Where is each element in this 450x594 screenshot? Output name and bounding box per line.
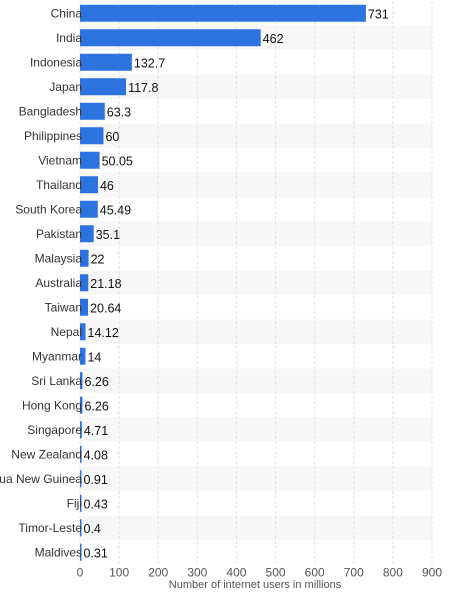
- bars: [80, 4, 366, 561]
- value-label: 45.49: [100, 203, 131, 217]
- category-label: Nepal: [51, 325, 82, 339]
- x-tick-label: 900: [422, 566, 442, 580]
- bar: [80, 274, 89, 292]
- category-label: Timor-Leste: [18, 521, 82, 535]
- category-label: Indonesia: [30, 55, 82, 69]
- bar: [80, 396, 83, 414]
- bar: [80, 225, 94, 243]
- value-label: 35.1: [96, 228, 120, 242]
- bar: [80, 29, 261, 47]
- row-stripe: [80, 270, 432, 295]
- bar: [80, 176, 98, 194]
- x-tick-label: 300: [187, 566, 207, 580]
- value-label: 4.08: [84, 448, 108, 462]
- value-label: 50.05: [102, 154, 133, 168]
- category-label: Bangladesh: [19, 104, 82, 118]
- x-tick-label: 100: [109, 566, 129, 580]
- bar: [80, 200, 98, 218]
- category-label: Thailand: [36, 178, 82, 192]
- bar: [80, 519, 82, 537]
- row-stripe: [80, 123, 432, 148]
- bar: [80, 543, 82, 561]
- category-label: Malaysia: [35, 251, 83, 265]
- x-tick-label: 400: [226, 566, 246, 580]
- row-stripe: [80, 515, 432, 540]
- value-label: 46: [100, 179, 114, 193]
- value-label: 6.26: [84, 375, 108, 389]
- category-label: Taiwan: [45, 300, 82, 314]
- x-tick-label: 0: [77, 566, 84, 580]
- x-tick-label: 200: [148, 566, 168, 580]
- category-label: Japan: [49, 80, 82, 94]
- value-label: 21.18: [90, 277, 121, 291]
- row-stripe: [80, 368, 432, 393]
- value-label: 14: [87, 350, 101, 364]
- row-stripe: [80, 417, 432, 442]
- bar: [80, 470, 82, 488]
- category-label: New Zealand: [11, 447, 82, 461]
- category-label: Hong Kong: [22, 398, 82, 412]
- row-stripe: [80, 466, 432, 491]
- bar: [80, 445, 82, 463]
- bar: [80, 78, 127, 96]
- bar: [80, 421, 82, 439]
- bar: [80, 323, 86, 341]
- category-label: Pakistan: [36, 227, 82, 241]
- value-label: 60: [105, 130, 119, 144]
- bar: [80, 249, 89, 267]
- bar: [80, 298, 89, 316]
- x-tick-label: 700: [344, 566, 364, 580]
- value-label: 4.71: [84, 424, 108, 438]
- x-tick-label: 600: [305, 566, 325, 580]
- value-label: 0.31: [84, 546, 108, 560]
- row-stripes: [80, 25, 432, 540]
- value-label: 22: [91, 252, 105, 266]
- category-label: Maldives: [35, 545, 82, 559]
- category-label: Philippines: [24, 129, 82, 143]
- x-axis-title: Number of internet users in millions: [169, 579, 342, 591]
- value-label: 14.12: [88, 326, 119, 340]
- category-label: Sri Lanka: [31, 374, 82, 388]
- value-label: 462: [263, 32, 284, 46]
- category-label: Vietnam: [38, 153, 82, 167]
- bar: [80, 53, 132, 71]
- value-label: 0.43: [84, 497, 108, 511]
- category-label: Myanmar: [32, 349, 82, 363]
- row-stripe: [80, 74, 432, 99]
- row-stripe: [80, 172, 432, 197]
- bar: [80, 151, 100, 169]
- category-label: India: [56, 31, 82, 45]
- value-label: 731: [368, 7, 389, 21]
- bar: [80, 494, 82, 512]
- value-labels: 731 462 132.7 117.8 63.3 60 50.05 46 45.49 35.1 22…: [84, 7, 389, 560]
- x-tick-label: 800: [383, 566, 403, 580]
- bar: [80, 347, 86, 365]
- value-label: 20.64: [90, 301, 121, 315]
- x-tick-label: 500: [266, 566, 286, 580]
- row-stripe: [80, 221, 432, 246]
- value-label: 63.3: [107, 105, 131, 119]
- bar: [80, 102, 105, 120]
- row-stripe: [80, 319, 432, 344]
- value-label: 0.4: [84, 522, 101, 536]
- category-label: South Korea: [15, 202, 82, 216]
- bar: [80, 4, 366, 22]
- category-label: Fiji: [67, 496, 82, 510]
- x-tick-labels: 0 100 200 300 400 500 600 700 800 900: [77, 566, 443, 580]
- value-label: 6.26: [84, 399, 108, 413]
- category-labels: China India Indonesia Japan Bangladesh Philip…: [0, 6, 82, 559]
- category-label: Australia: [35, 276, 82, 290]
- value-label: 117.8: [128, 81, 158, 95]
- category-label: Singapore: [27, 423, 82, 437]
- value-label: 0.91: [84, 473, 108, 487]
- category-label: Papua New Guinea: [0, 472, 82, 486]
- bar: [80, 127, 104, 145]
- bar: [80, 372, 83, 390]
- value-label: 132.7: [134, 56, 165, 70]
- category-label: China: [51, 6, 83, 20]
